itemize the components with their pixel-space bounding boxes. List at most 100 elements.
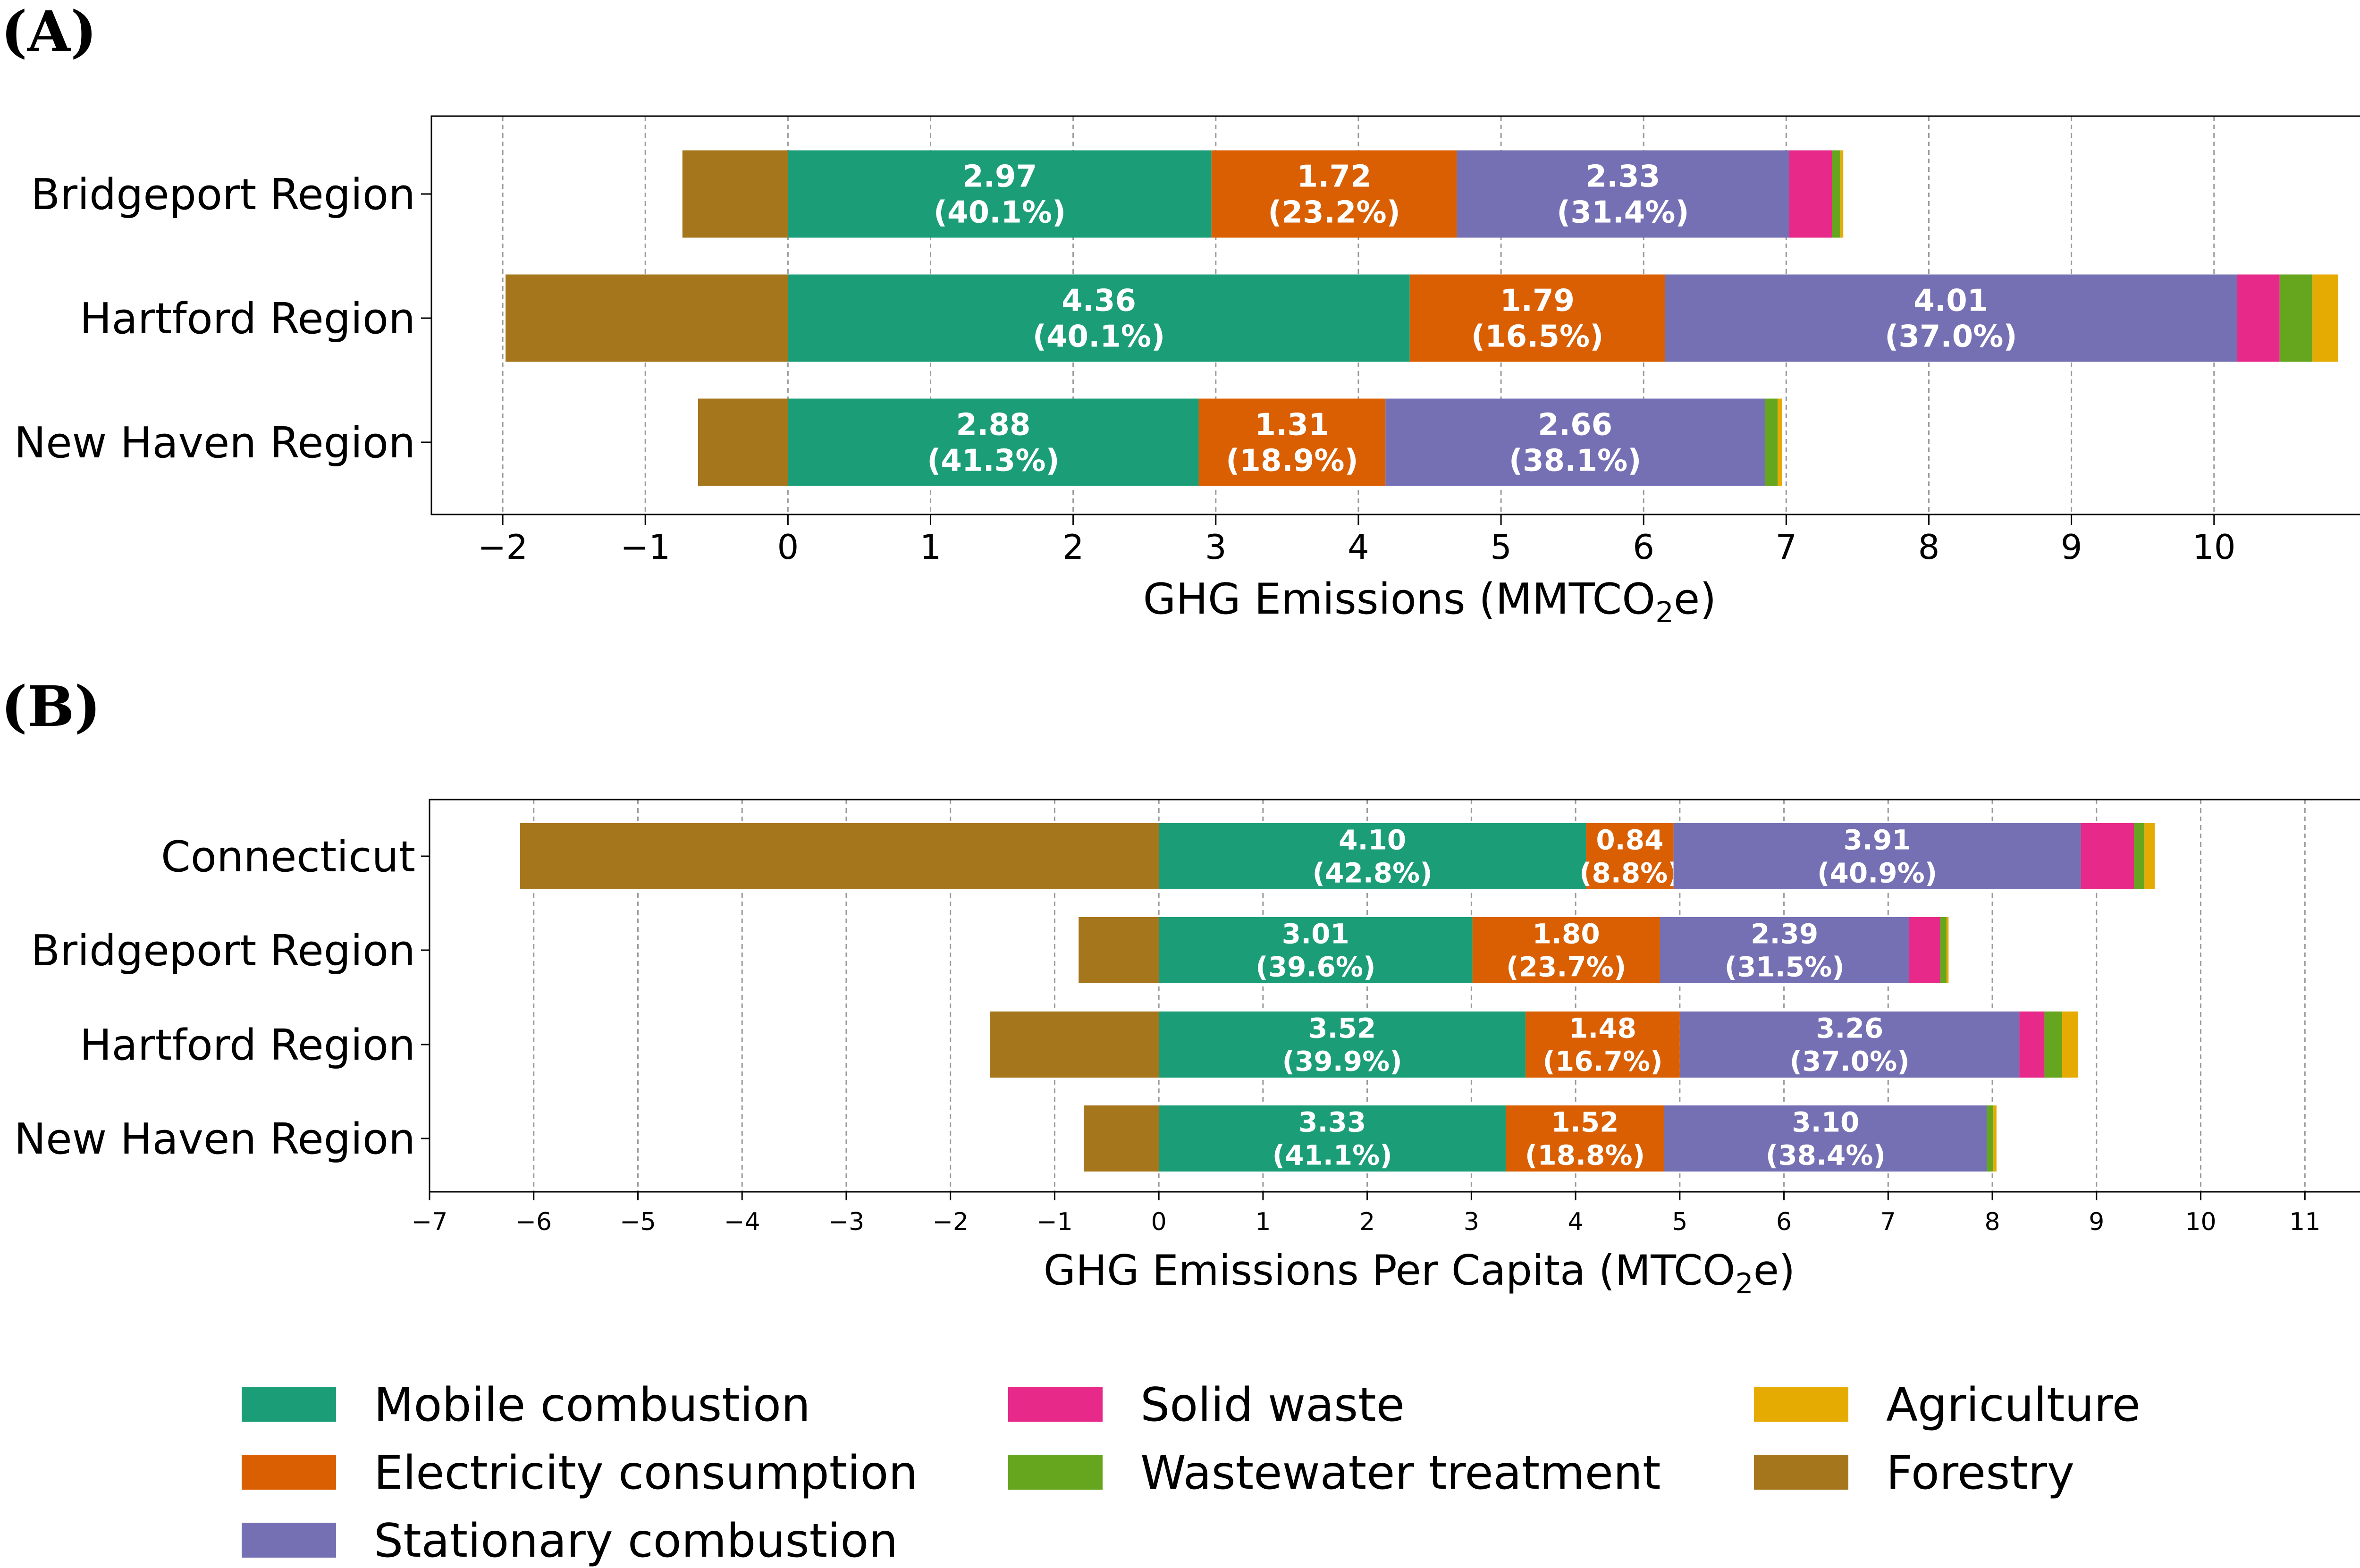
bar-percent-label: (18.8%) xyxy=(1525,1139,1645,1171)
bar-percent-label: (39.6%) xyxy=(1256,951,1375,983)
legend-item-agriculture: Agriculture xyxy=(1754,1378,2141,1432)
panel-a: (A)2.97(40.1%)1.72(23.2%)2.33(31.4%)Brid… xyxy=(1,0,2360,629)
bar-electricity-consumption xyxy=(1409,274,1665,362)
bar-wastewater-treatment xyxy=(2044,1012,2062,1078)
x-axis-title: GHG Emissions Per Capita (MTCO2e) xyxy=(1044,1246,1795,1300)
x-tick-label: 4 xyxy=(1568,1208,1584,1236)
x-tick-label: −5 xyxy=(620,1208,656,1236)
x-tick-label: 10 xyxy=(2192,527,2236,567)
bar-electricity-consumption xyxy=(1586,823,1674,889)
x-tick-label: 0 xyxy=(1151,1208,1167,1236)
x-tick-label: −1 xyxy=(1037,1208,1073,1236)
bar-solid-waste xyxy=(2081,823,2134,889)
bar-percent-label: (37.0%) xyxy=(1790,1045,1910,1077)
x-tick-label: −3 xyxy=(828,1208,865,1236)
bar-percent-label: (39.9%) xyxy=(1282,1045,1402,1077)
bar-agriculture xyxy=(1840,150,1844,238)
bar-value-label: 3.52 xyxy=(1308,1012,1376,1044)
category-label: Bridgeport Region xyxy=(31,926,415,976)
bar-solid-waste xyxy=(2019,1012,2045,1078)
legend-label: Agriculture xyxy=(1886,1378,2141,1432)
legend-swatch xyxy=(242,1455,336,1490)
bar-value-label: 3.10 xyxy=(1792,1106,1859,1138)
legend-item-forestry: Forestry xyxy=(1754,1446,2074,1500)
bar-forestry xyxy=(1084,1105,1159,1172)
category-label: New Haven Region xyxy=(14,1114,415,1164)
x-axis-title: GHG Emissions (MMTCO2e) xyxy=(1143,574,1717,629)
plot-frame xyxy=(430,115,2360,515)
x-tick-label: 11 xyxy=(2289,1208,2320,1236)
bar-stationary-combustion xyxy=(1385,398,1765,486)
x-tick-label: 3 xyxy=(1205,527,1227,567)
bar-agriculture xyxy=(1993,1105,1997,1172)
bar-mobile-combustion xyxy=(788,274,1410,362)
x-tick-label: 4 xyxy=(1348,527,1369,567)
legend-item-stationary-combustion: Stationary combustion xyxy=(242,1514,898,1568)
bar-value-label: 1.48 xyxy=(1569,1012,1636,1044)
bar-percent-label: (16.7%) xyxy=(1542,1045,1662,1077)
bar-percent-label: (38.1%) xyxy=(1509,443,1642,478)
bar-value-label: 1.80 xyxy=(1533,918,1600,950)
bar-solid-waste xyxy=(2237,274,2280,362)
bar-value-label: 4.10 xyxy=(1339,824,1406,856)
x-tick-label: −4 xyxy=(724,1208,760,1236)
bar-value-label: 2.39 xyxy=(1751,918,1818,950)
bar-value-label: 4.01 xyxy=(1913,283,1988,318)
category-label: Hartford Region xyxy=(80,1020,415,1070)
bar-value-label: 2.66 xyxy=(1538,407,1612,442)
category-label: Connecticut xyxy=(161,832,415,882)
legend-swatch xyxy=(1008,1387,1103,1422)
bar-value-label: 0.84 xyxy=(1596,824,1663,856)
legend-label: Forestry xyxy=(1886,1446,2074,1500)
legend-label: Electricity consumption xyxy=(374,1446,918,1500)
x-tick-label: −2 xyxy=(932,1208,969,1236)
legend-label: Stationary combustion xyxy=(374,1514,898,1568)
panel-b: (B) 4.10(42.8%) 0.84(8.8%) 3.91(40.9%) Conne… xyxy=(1,674,2360,1300)
bar-electricity-consumption xyxy=(1506,1105,1664,1172)
x-tick-label: 1 xyxy=(1255,1208,1271,1236)
bar-forestry xyxy=(990,1012,1159,1078)
x-tick-label: −6 xyxy=(515,1208,552,1236)
bar-percent-label: (31.4%) xyxy=(1557,195,1689,230)
bar-percent-label: (16.5%) xyxy=(1471,319,1604,354)
x-tick-label: −7 xyxy=(412,1208,448,1236)
bar-electricity-consumption xyxy=(1472,917,1660,983)
x-tick-label: 5 xyxy=(1672,1208,1687,1236)
bar-agriculture xyxy=(1778,398,1782,486)
bar-value-label: 3.91 xyxy=(1844,824,1911,856)
bar-percent-label: (41.1%) xyxy=(1273,1139,1392,1171)
category-label: Hartford Region xyxy=(80,294,415,344)
bar-forestry xyxy=(682,150,788,238)
bar-percent-label: (37.0%) xyxy=(1885,319,2017,354)
x-tick-label: 6 xyxy=(1633,527,1654,567)
bar-solid-waste xyxy=(1789,150,1832,238)
legend-item-electricity-consumption: Electricity consumption xyxy=(242,1446,918,1500)
x-tick-label: −1 xyxy=(620,527,670,567)
bar-mobile-combustion xyxy=(1159,1105,1506,1172)
bar-value-label: 3.33 xyxy=(1298,1106,1366,1138)
legend-item-solid-waste: Solid waste xyxy=(1008,1378,1405,1432)
bar-wastewater-treatment xyxy=(1940,917,1947,983)
bar-value-label: 2.88 xyxy=(956,407,1030,442)
bar-electricity-consumption xyxy=(1526,1012,1680,1078)
x-tick-label: 5 xyxy=(1490,527,1512,567)
x-tick-label: 2 xyxy=(1062,527,1084,567)
bar-percent-label: (31.5%) xyxy=(1725,951,1845,983)
bar-value-label: 1.72 xyxy=(1297,159,1372,194)
bar-wastewater-treatment xyxy=(2134,823,2145,889)
bar-value-label: 4.36 xyxy=(1062,283,1136,318)
bar-stationary-combustion xyxy=(1673,823,2081,889)
bar-solid-waste xyxy=(1909,917,1940,983)
bar-value-label: 2.97 xyxy=(962,159,1037,194)
bar-percent-label: (40.1%) xyxy=(934,195,1066,230)
bar-forestry xyxy=(698,398,788,486)
bar-percent-label: (41.3%) xyxy=(927,443,1060,478)
bar-value-label: 1.79 xyxy=(1500,283,1575,318)
legend-swatch xyxy=(1008,1455,1103,1490)
legend-swatch xyxy=(1754,1387,1848,1422)
x-tick-label: 10 xyxy=(2185,1208,2216,1236)
bar-percent-label: (18.9%) xyxy=(1226,443,1358,478)
bar-value-label: 2.33 xyxy=(1585,159,1660,194)
x-tick-label: 3 xyxy=(1464,1208,1479,1236)
